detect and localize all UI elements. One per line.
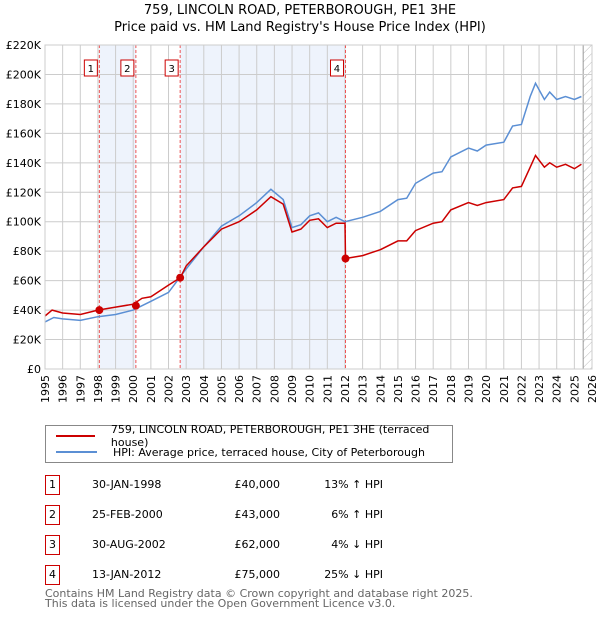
sale-label-box xyxy=(164,59,179,77)
transaction-price: £75,000 xyxy=(234,568,281,581)
x-tick-label: 2010 xyxy=(304,375,317,403)
forecast-hatch xyxy=(583,45,592,369)
x-tick-label: 2006 xyxy=(233,375,246,403)
x-tick-label: 2009 xyxy=(286,375,299,403)
x-tick-label: 2024 xyxy=(551,375,564,403)
shaded-range xyxy=(180,45,346,369)
y-tick-label: £200K xyxy=(6,68,42,81)
transaction-hpi: 13% ↑ HPI xyxy=(324,478,383,491)
sale-point xyxy=(341,254,350,263)
transaction-number: 3 xyxy=(45,535,60,555)
sale-label-box xyxy=(120,59,135,77)
x-tick-label: 2020 xyxy=(480,375,493,403)
sale-label-text: 3 xyxy=(168,64,174,75)
sale-label-box xyxy=(329,59,344,77)
x-tick-label: 2013 xyxy=(357,375,370,403)
x-tick-label: 2015 xyxy=(392,375,405,403)
sale-label: 4 xyxy=(329,59,344,77)
x-tick-label: 1998 xyxy=(92,375,105,403)
chart-subtitle: Price paid vs. HM Land Registry's House … xyxy=(114,20,486,35)
transaction-number: 1 xyxy=(45,475,60,495)
sale-label-text: 2 xyxy=(124,64,130,75)
x-tick-label: 1995 xyxy=(39,375,52,403)
x-tick-label: 2021 xyxy=(498,375,511,403)
sale-point xyxy=(95,306,104,315)
x-tick-label: 2004 xyxy=(198,375,211,403)
legend-label: 759, LINCOLN ROAD, PETERBOROUGH, PE1 3HE… xyxy=(110,423,430,449)
sale-point xyxy=(131,301,140,310)
legend-label: HPI: Average price, terraced house, City… xyxy=(113,445,425,459)
y-tick-label: £20K xyxy=(13,334,42,347)
legend-item-hpi: HPI: Average price, terraced house, City… xyxy=(56,445,425,459)
y-tick-label: £140K xyxy=(6,157,42,170)
series-line xyxy=(44,154,582,317)
legend-item-property: 759, LINCOLN ROAD, PETERBOROUGH, PE1 3HE… xyxy=(56,423,452,449)
y-tick-label: £40K xyxy=(13,304,42,317)
sale-label: 2 xyxy=(120,59,135,77)
y-tick-label: £220K xyxy=(6,39,42,52)
y-tick-label: £100K xyxy=(6,216,42,229)
y-tick-label: £80K xyxy=(13,245,42,258)
x-tick-label: 2001 xyxy=(145,375,158,403)
x-tick-label: 2017 xyxy=(427,375,440,403)
transaction-date: 25-FEB-2000 xyxy=(92,508,163,521)
plot-border xyxy=(44,44,593,370)
x-tick-label: 2011 xyxy=(321,375,334,403)
y-tick-label: £160K xyxy=(6,127,42,140)
y-tick-label: £60K xyxy=(13,275,42,288)
x-tick-label: 2025 xyxy=(568,375,581,403)
x-tick-label: 2002 xyxy=(163,375,176,403)
transaction-price: £43,000 xyxy=(234,508,281,521)
transaction-date: 13-JAN-2012 xyxy=(92,568,162,581)
x-tick-label: 1999 xyxy=(110,375,123,403)
y-tick-label: £0 xyxy=(27,363,41,376)
transaction-hpi: 6% ↑ HPI xyxy=(331,508,383,521)
x-tick-label: 2016 xyxy=(410,375,423,403)
sale-label-text: 1 xyxy=(88,64,94,75)
transaction-number: 4 xyxy=(45,565,60,585)
x-tick-label: 2018 xyxy=(445,375,458,403)
legend: 759, LINCOLN ROAD, PETERBOROUGH, PE1 3HE… xyxy=(45,423,453,463)
shaded-range xyxy=(99,45,136,369)
x-tick-label: 2014 xyxy=(374,375,387,403)
x-tick-label: 2012 xyxy=(339,375,352,403)
series-line xyxy=(44,81,582,323)
x-tick-label: 2005 xyxy=(215,375,228,403)
x-tick-label: 2023 xyxy=(533,375,546,403)
x-tick-label: 1996 xyxy=(57,375,70,403)
sale-label-text: 4 xyxy=(334,64,340,75)
transaction-number: 2 xyxy=(45,505,60,525)
x-tick-label: 2022 xyxy=(515,375,528,403)
transaction-date: 30-JAN-1998 xyxy=(92,478,162,491)
sale-label-box xyxy=(83,59,98,77)
x-tick-label: 2026 xyxy=(586,375,599,403)
footer: Contains HM Land Registry data © Crown c… xyxy=(45,587,473,610)
x-tick-label: 2000 xyxy=(127,375,140,403)
transaction-date: 30-AUG-2002 xyxy=(92,538,166,551)
transaction-hpi: 25% ↓ HPI xyxy=(324,568,383,581)
x-tick-label: 2019 xyxy=(462,375,475,403)
price-chart: 1995 1996 1997 1998 1999 2000 2001 2002 2003 2004… xyxy=(6,39,599,403)
transaction-price: £40,000 xyxy=(234,478,281,491)
sale-point xyxy=(176,273,185,282)
x-tick-label: 2008 xyxy=(268,375,281,403)
transaction-hpi: 4% ↓ HPI xyxy=(331,538,383,551)
sale-label: 3 xyxy=(164,59,179,77)
chart-title: 759, LINCOLN ROAD, PETERBOROUGH, PE1 3HE xyxy=(143,3,457,18)
y-tick-label: £180K xyxy=(6,98,42,111)
footer-line: This data is licensed under the Open Gov… xyxy=(45,597,396,610)
sale-label: 1 xyxy=(83,59,98,77)
footer-line: Contains HM Land Registry data © Crown c… xyxy=(45,587,473,600)
transaction-price: £62,000 xyxy=(234,538,281,551)
x-tick-label: 2007 xyxy=(251,375,264,403)
x-tick-label: 1997 xyxy=(74,375,87,403)
x-tick-label: 2003 xyxy=(180,375,193,403)
y-tick-label: £120K xyxy=(6,186,42,199)
